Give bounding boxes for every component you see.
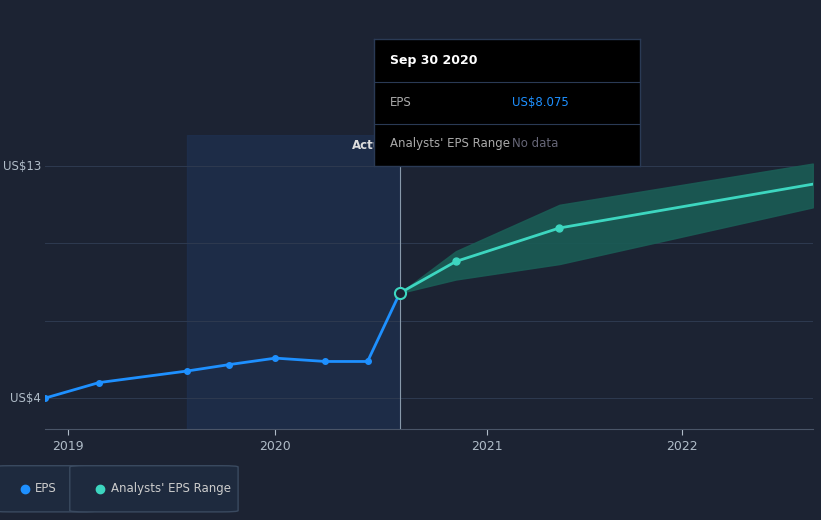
Text: US$13: US$13	[3, 160, 41, 173]
Text: Analysts' EPS Range: Analysts' EPS Range	[390, 137, 510, 150]
Text: US$4: US$4	[11, 392, 41, 405]
Text: No data: No data	[512, 137, 558, 150]
Text: Analysts Forecasts: Analysts Forecasts	[406, 139, 516, 152]
Text: Analysts' EPS Range: Analysts' EPS Range	[111, 483, 231, 495]
Text: US$8.075: US$8.075	[512, 96, 569, 109]
Text: Actual: Actual	[351, 139, 393, 152]
Text: EPS: EPS	[35, 483, 57, 495]
Bar	[187, 135, 400, 429]
FancyBboxPatch shape	[70, 466, 238, 512]
Text: Sep 30 2020: Sep 30 2020	[390, 54, 477, 67]
Text: EPS: EPS	[390, 96, 411, 109]
FancyBboxPatch shape	[0, 466, 96, 512]
